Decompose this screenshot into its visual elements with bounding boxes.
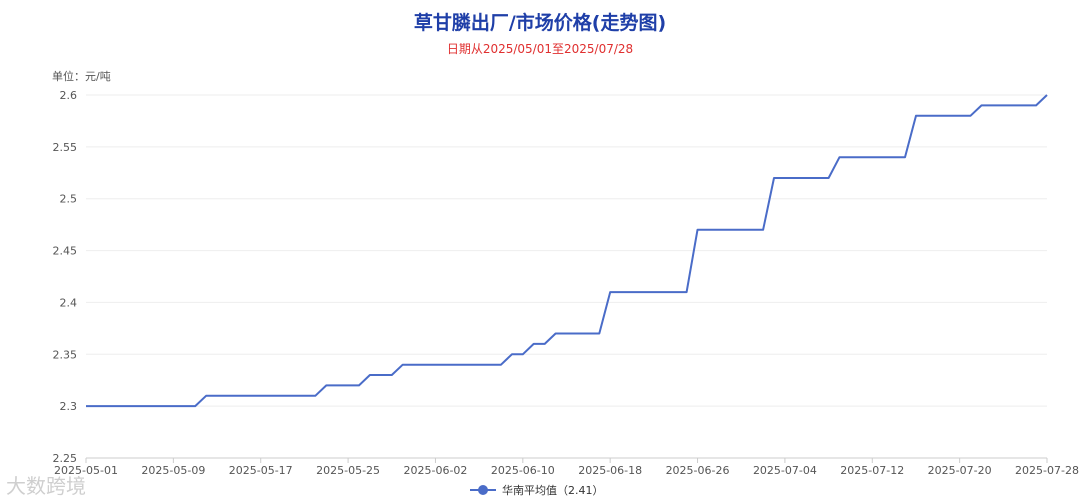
data-point	[773, 177, 775, 179]
data-point	[205, 395, 207, 397]
data-point	[609, 291, 611, 293]
data-point	[314, 395, 316, 397]
y-tick-label: 2.35	[53, 348, 78, 361]
x-tick-label: 2025-06-26	[666, 464, 730, 477]
data-point	[1035, 104, 1037, 106]
x-tick-label: 2025-05-25	[316, 464, 380, 477]
y-tick-label: 2.45	[53, 245, 78, 258]
data-point	[500, 364, 502, 366]
data-point	[969, 115, 971, 117]
data-point	[1046, 94, 1048, 96]
y-tick-label: 2.4	[60, 296, 78, 309]
data-point	[194, 405, 196, 407]
data-point	[827, 177, 829, 179]
data-point	[915, 115, 917, 117]
y-axis: 2.6 2.55 2.5 2.45 2.4 2.35 2.3 2.25	[53, 89, 78, 465]
series-line-0	[86, 94, 1048, 408]
grid-lines	[86, 94, 1047, 459]
data-point	[85, 405, 87, 407]
chart-title: 草甘膦出厂/市场价格(走势图)	[413, 12, 667, 34]
x-tick-label: 2025-05-01	[54, 464, 118, 477]
legend-marker-icon	[470, 485, 496, 495]
watermark: 大数跨境	[6, 474, 86, 498]
x-tick-label: 2025-07-12	[840, 464, 904, 477]
legend-label: 华南平均值（2.41）	[502, 484, 604, 497]
data-point	[554, 332, 556, 334]
series-layer	[85, 94, 1048, 408]
legend[interactable]: 华南平均值（2.41）	[470, 482, 604, 498]
y-tick-label: 2.6	[60, 89, 78, 102]
data-point	[325, 384, 327, 386]
y-tick-label: 2.25	[53, 452, 78, 465]
x-tick-label: 2025-05-09	[141, 464, 205, 477]
data-point	[762, 229, 764, 231]
data-point	[980, 104, 982, 106]
data-point	[369, 374, 371, 376]
x-tick-label: 2025-07-04	[753, 464, 817, 477]
data-point	[696, 229, 698, 231]
y-tick-label: 2.5	[60, 193, 78, 206]
data-point	[685, 291, 687, 293]
data-point	[391, 374, 393, 376]
x-tick-label: 2025-06-10	[491, 464, 555, 477]
chart-subtitle: 日期从2025/05/01至2025/07/28	[446, 42, 634, 56]
y-tick-label: 2.3	[60, 400, 78, 413]
data-point	[533, 343, 535, 345]
data-point	[904, 156, 906, 158]
data-point	[358, 384, 360, 386]
data-point	[838, 156, 840, 158]
x-tick-label: 2025-07-20	[928, 464, 992, 477]
unit-label: 单位：元/吨	[52, 70, 111, 83]
x-tick-label: 2025-05-17	[229, 464, 293, 477]
x-axis: 2025-05-01 2025-05-09 2025-05-17 2025-05-25…	[54, 457, 1079, 477]
data-point	[598, 332, 600, 334]
y-tick-label: 2.55	[53, 141, 78, 154]
x-tick-label: 2025-06-02	[403, 464, 467, 477]
x-tick-label: 2025-06-18	[578, 464, 642, 477]
data-point	[511, 353, 513, 355]
data-point	[544, 343, 546, 345]
x-tick-label: 2025-07-28	[1015, 464, 1079, 477]
data-point	[522, 353, 524, 355]
data-point	[402, 364, 404, 366]
